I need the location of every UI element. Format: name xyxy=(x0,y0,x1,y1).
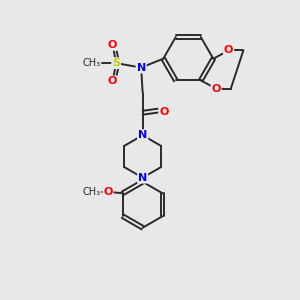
Text: O: O xyxy=(212,84,221,94)
Text: O: O xyxy=(103,187,113,197)
Text: CH₃: CH₃ xyxy=(83,187,101,197)
Text: CH₃: CH₃ xyxy=(82,58,101,68)
Text: S: S xyxy=(112,58,120,68)
Text: N: N xyxy=(138,130,147,140)
Text: N: N xyxy=(138,130,147,140)
Text: O: O xyxy=(224,46,233,56)
Text: N: N xyxy=(138,173,147,183)
Text: O: O xyxy=(108,76,117,86)
Text: N: N xyxy=(136,63,146,73)
Text: O: O xyxy=(108,40,117,50)
Text: O: O xyxy=(159,107,169,117)
